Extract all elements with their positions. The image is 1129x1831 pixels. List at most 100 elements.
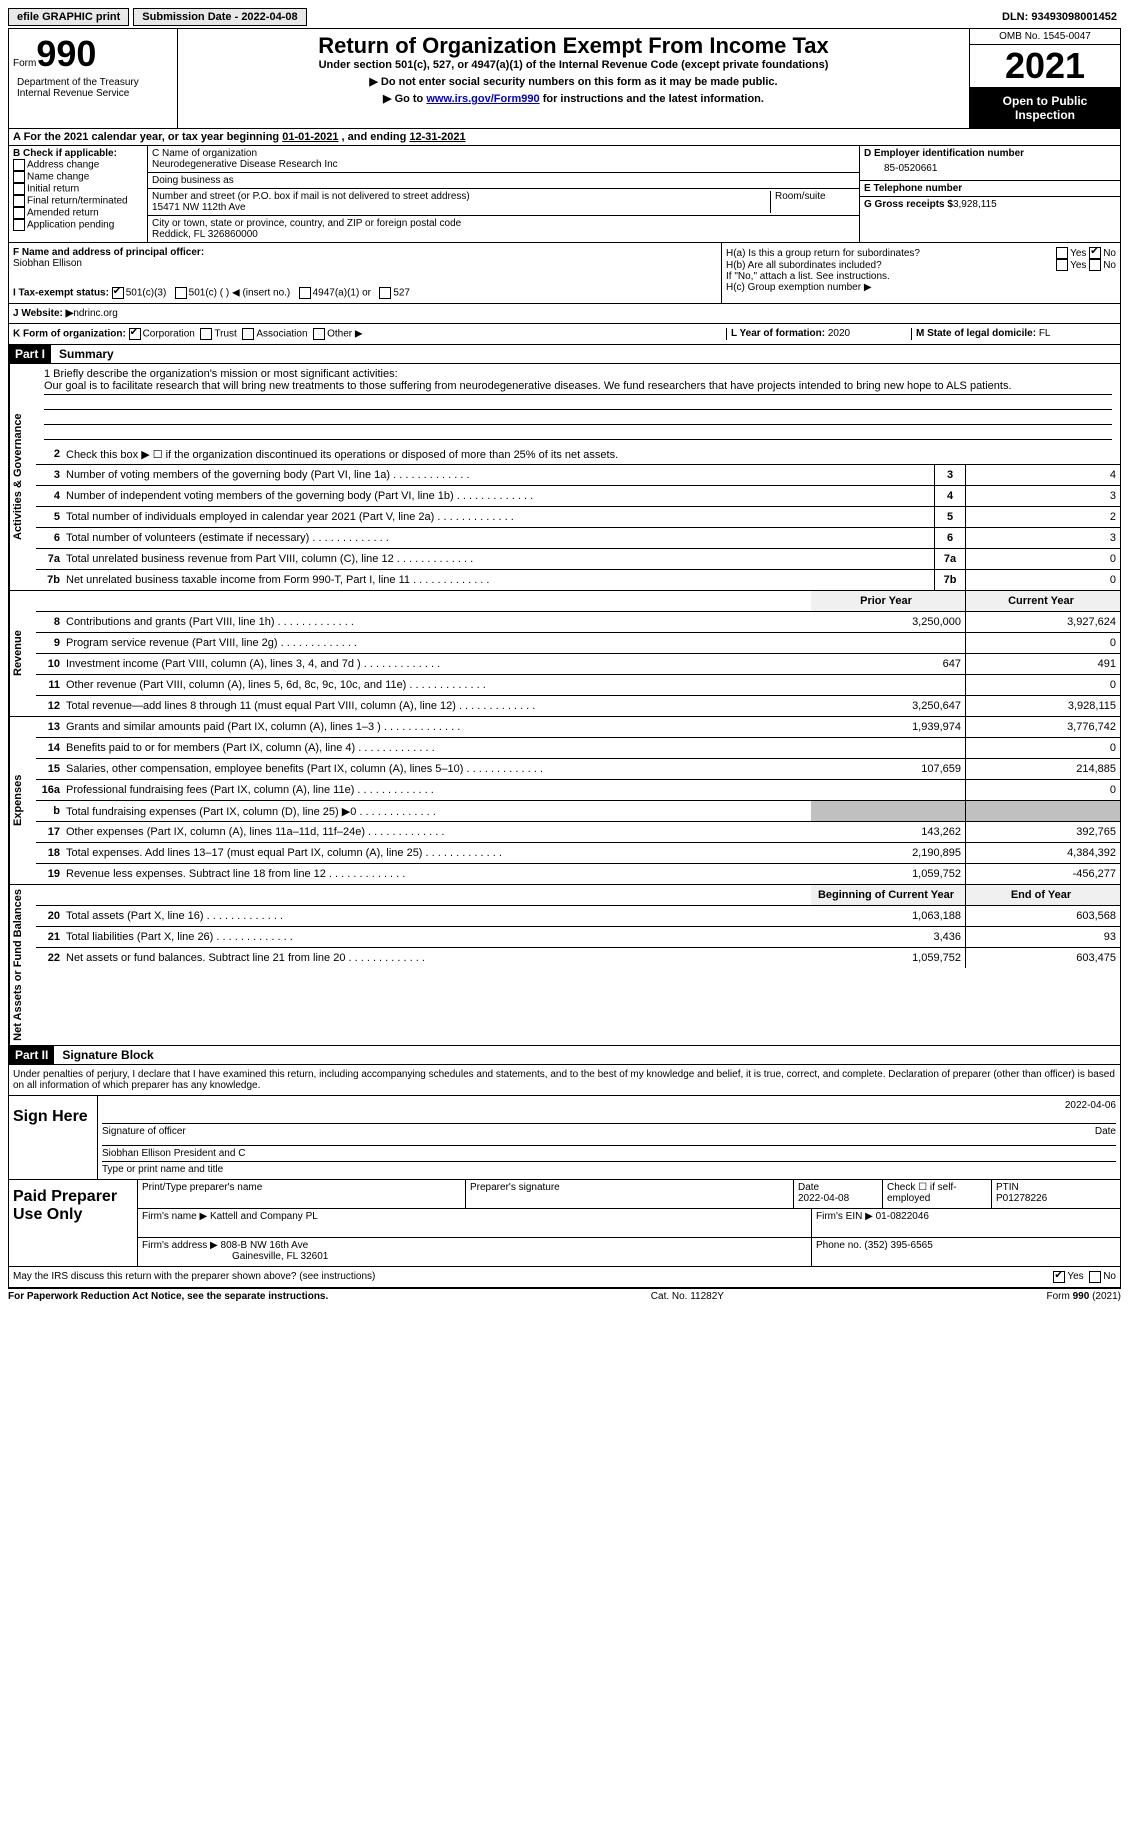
- box-c-city: City or town, state or province, country…: [148, 216, 859, 242]
- line-5: 5Total number of individuals employed in…: [36, 507, 1120, 528]
- na-header: Beginning of Current Year End of Year: [36, 885, 1120, 906]
- box-klm: K Form of organization: Corporation Trus…: [8, 324, 1121, 345]
- irs-discuss-row: May the IRS discuss this return with the…: [8, 1267, 1121, 1288]
- box-e: E Telephone number: [860, 181, 1120, 197]
- sign-here-section: Sign Here 2022-04-06 Signature of office…: [8, 1096, 1121, 1180]
- submission-date-button[interactable]: Submission Date - 2022-04-08: [133, 8, 306, 26]
- ck-assoc[interactable]: [242, 328, 254, 340]
- box-j: J Website: ▶ ndrinc.org: [8, 304, 1121, 324]
- open-public: Open to Public Inspection: [970, 88, 1120, 128]
- firm-ein: Firm's EIN ▶ 01-0822046: [812, 1209, 1120, 1237]
- dln-label: DLN: 93493098001452: [998, 9, 1121, 25]
- box-c-dba: Doing business as: [148, 173, 859, 189]
- ck-501c[interactable]: [175, 287, 187, 299]
- dept-treasury: Department of the Treasury Internal Reve…: [13, 75, 173, 101]
- sign-here-label: Sign Here: [9, 1096, 98, 1179]
- vtab-exp: Expenses: [9, 717, 36, 884]
- ck-discuss-yes[interactable]: [1053, 1271, 1065, 1283]
- form-subtitle: Under section 501(c), 527, or 4947(a)(1)…: [182, 59, 965, 71]
- ssn-note: ▶ Do not enter social security numbers o…: [182, 75, 965, 88]
- line-4: 4Number of independent voting members of…: [36, 486, 1120, 507]
- line-21: 21Total liabilities (Part X, line 26)3,4…: [36, 927, 1120, 948]
- form-number: 990: [36, 33, 96, 74]
- ck-app-pending[interactable]: [13, 219, 25, 231]
- line-20: 20Total assets (Part X, line 16)1,063,18…: [36, 906, 1120, 927]
- paid-preparer-label: Paid Preparer Use Only: [9, 1180, 138, 1266]
- ck-discuss-no[interactable]: [1089, 1271, 1101, 1283]
- form-title: Return of Organization Exempt From Incom…: [182, 33, 965, 59]
- line-10: 10Investment income (Part VIII, column (…: [36, 654, 1120, 675]
- ck-ha-no[interactable]: [1089, 247, 1101, 259]
- expenses-section: Expenses 13Grants and similar amounts pa…: [8, 717, 1121, 885]
- form-footer: Form 990 (2021): [1047, 1291, 1121, 1302]
- box-l: L Year of formation: 2020: [726, 328, 911, 340]
- ck-other[interactable]: [313, 328, 325, 340]
- ck-amended[interactable]: [13, 207, 25, 219]
- efile-print-button[interactable]: efile GRAPHIC print: [8, 8, 129, 26]
- line-12: 12Total revenue—add lines 8 through 11 (…: [36, 696, 1120, 716]
- section-fh: F Name and address of principal officer:…: [8, 243, 1121, 304]
- revenue-section: Revenue Prior Year Current Year 8Contrib…: [8, 591, 1121, 717]
- netassets-section: Net Assets or Fund Balances Beginning of…: [8, 885, 1121, 1046]
- footer: For Paperwork Reduction Act Notice, see …: [8, 1288, 1121, 1304]
- line-9: 9Program service revenue (Part VIII, lin…: [36, 633, 1120, 654]
- ck-address-change[interactable]: [13, 159, 25, 171]
- tax-year: 2021: [970, 45, 1120, 88]
- box-c-name: C Name of organization Neurodegenerative…: [148, 146, 859, 173]
- line-15: 15Salaries, other compensation, employee…: [36, 759, 1120, 780]
- pra-notice: For Paperwork Reduction Act Notice, see …: [8, 1291, 328, 1302]
- omb-number: OMB No. 1545-0047: [970, 29, 1120, 45]
- prep-ptin: PTINP01278226: [992, 1180, 1120, 1208]
- vtab-na: Net Assets or Fund Balances: [9, 885, 36, 1045]
- rev-header: Prior Year Current Year: [36, 591, 1120, 612]
- line-19: 19Revenue less expenses. Subtract line 1…: [36, 864, 1120, 884]
- line-7a: 7aTotal unrelated business revenue from …: [36, 549, 1120, 570]
- vtab-ag: Activities & Governance: [9, 364, 36, 590]
- prep-date: Date2022-04-08: [794, 1180, 883, 1208]
- vtab-rev: Revenue: [9, 591, 36, 716]
- ck-corp[interactable]: [129, 328, 141, 340]
- goto-instructions: ▶ Go to www.irs.gov/Form990 for instruct…: [182, 92, 965, 105]
- ck-initial-return[interactable]: [13, 183, 25, 195]
- prep-self-emp: Check ☐ if self-employed: [883, 1180, 992, 1208]
- penalty-statement: Under penalties of perjury, I declare th…: [8, 1065, 1121, 1096]
- firm-phone: Phone no. (352) 395-6565: [812, 1238, 1120, 1266]
- paid-preparer-section: Paid Preparer Use Only Print/Type prepar…: [8, 1180, 1121, 1267]
- prep-name-label: Print/Type preparer's name: [138, 1180, 466, 1208]
- period-row: A For the 2021 calendar year, or tax yea…: [8, 129, 1121, 146]
- activities-governance: Activities & Governance 1 Briefly descri…: [8, 364, 1121, 591]
- box-f: F Name and address of principal officer:…: [9, 243, 722, 303]
- ck-final-return[interactable]: [13, 195, 25, 207]
- line-11: 11Other revenue (Part VIII, column (A), …: [36, 675, 1120, 696]
- ck-hb-yes[interactable]: [1056, 259, 1068, 271]
- ck-501c3[interactable]: [112, 287, 124, 299]
- box-m: M State of legal domicile: FL: [911, 328, 1116, 340]
- line-16a: 16aProfessional fundraising fees (Part I…: [36, 780, 1120, 801]
- line-14: 14Benefits paid to or for members (Part …: [36, 738, 1120, 759]
- ck-name-change[interactable]: [13, 171, 25, 183]
- box-b: B Check if applicable: Address change Na…: [9, 146, 148, 242]
- ck-527[interactable]: [379, 287, 391, 299]
- ck-4947[interactable]: [299, 287, 311, 299]
- form-header: Form990 Department of the Treasury Inter…: [8, 28, 1121, 129]
- prep-sig-label: Preparer's signature: [466, 1180, 794, 1208]
- box-d: D Employer identification number 85-0520…: [860, 146, 1120, 181]
- form-label: Form: [13, 58, 36, 69]
- section-bcdeg: B Check if applicable: Address change Na…: [8, 146, 1121, 243]
- ck-trust[interactable]: [200, 328, 212, 340]
- mission-block: 1 Briefly describe the organization's mi…: [36, 364, 1120, 444]
- box-g: G Gross receipts $3,928,115: [860, 197, 1120, 212]
- ck-ha-yes[interactable]: [1056, 247, 1068, 259]
- line-13: 13Grants and similar amounts paid (Part …: [36, 717, 1120, 738]
- form990-link[interactable]: www.irs.gov/Form990: [426, 93, 539, 105]
- firm-name: Firm's name ▶ Kattell and Company PL: [138, 1209, 812, 1237]
- line-8: 8Contributions and grants (Part VIII, li…: [36, 612, 1120, 633]
- line-6: 6Total number of volunteers (estimate if…: [36, 528, 1120, 549]
- firm-address: Firm's address ▶ 808-B NW 16th Ave Gaine…: [138, 1238, 812, 1266]
- line-b: bTotal fundraising expenses (Part IX, co…: [36, 801, 1120, 822]
- ck-hb-no[interactable]: [1089, 259, 1101, 271]
- cat-no: Cat. No. 11282Y: [651, 1291, 724, 1302]
- line-18: 18Total expenses. Add lines 13–17 (must …: [36, 843, 1120, 864]
- line-7b: 7bNet unrelated business taxable income …: [36, 570, 1120, 590]
- line-2: 2 Check this box ▶ ☐ if the organization…: [36, 444, 1120, 465]
